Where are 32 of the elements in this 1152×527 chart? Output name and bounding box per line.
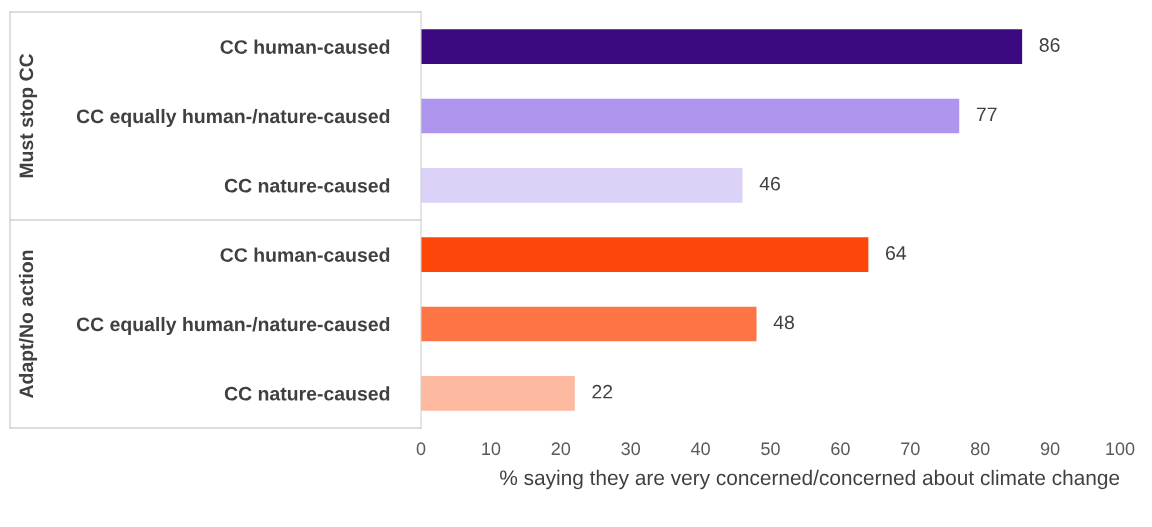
x-tick-label: 60 xyxy=(831,442,850,456)
bar xyxy=(421,168,743,203)
text: Must stop CC xyxy=(19,53,38,178)
y-tick-label: CC human-caused xyxy=(220,247,390,262)
data-label: 48 xyxy=(773,315,794,330)
x-axis-title: % saying they are very concerned/concerned about climate change xyxy=(500,469,1120,490)
y-tick-label: CC nature-caused xyxy=(224,178,390,193)
data-label: 64 xyxy=(886,246,907,260)
x-tick-label: 10 xyxy=(482,442,501,456)
x-tick-label: 90 xyxy=(1040,442,1060,456)
y-tick-label: CC human-caused xyxy=(220,39,390,54)
x-tick-label: 30 xyxy=(621,442,641,456)
y-tick-label: CC nature-caused xyxy=(224,386,390,401)
x-tick-label: 70 xyxy=(901,442,920,456)
bar xyxy=(421,376,575,411)
x-tick-label: 20 xyxy=(551,442,571,456)
data-label: 22 xyxy=(592,384,613,399)
y-tick-label: CC equally human-/nature-caused xyxy=(76,108,390,128)
bar xyxy=(421,237,869,272)
bar xyxy=(421,29,1023,64)
x-tick-label: 50 xyxy=(761,442,780,456)
bar xyxy=(421,98,960,134)
data-label: 46 xyxy=(759,176,780,191)
text: Adapt/No action xyxy=(18,250,38,399)
bar xyxy=(421,306,757,342)
x-tick-label: 100 xyxy=(1106,442,1135,456)
x-tick-label: 40 xyxy=(690,442,710,456)
data-label: 77 xyxy=(976,107,997,122)
data-label: 86 xyxy=(1039,38,1060,52)
x-tick-label: 80 xyxy=(970,442,990,456)
x-tick-label: 0 xyxy=(416,442,426,456)
y-tick-label: CC equally human-/nature-caused xyxy=(76,316,390,336)
